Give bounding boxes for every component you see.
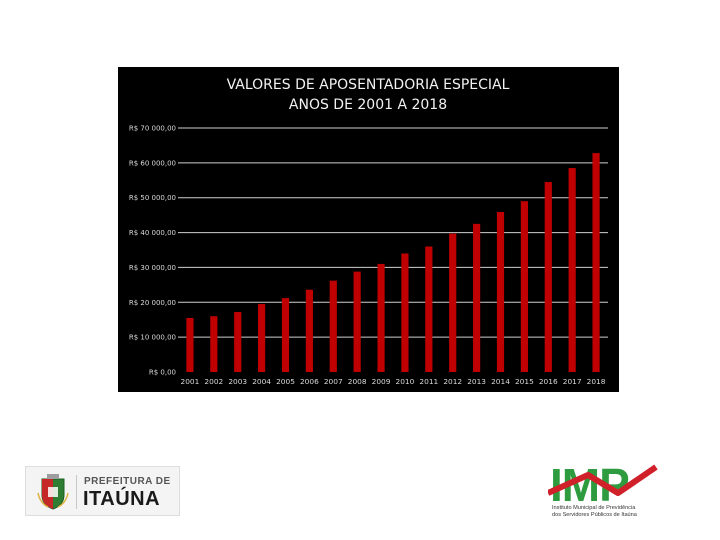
- x-tick-label: 2011: [419, 377, 438, 386]
- y-tick-label: R$ 70 000,00: [129, 125, 176, 133]
- bar-2001: [186, 317, 194, 372]
- bar-2013: [473, 223, 481, 372]
- y-tick-label: R$ 10 000,00: [129, 334, 176, 342]
- logo-divider: [76, 475, 77, 509]
- x-tick-label: 2018: [587, 377, 606, 386]
- itauna-label: ITAÚNA: [83, 488, 161, 510]
- bar-2009: [377, 263, 385, 372]
- x-tick-label: 2005: [276, 377, 295, 386]
- y-tick-label: R$ 60 000,00: [129, 159, 176, 167]
- x-tick-label: 2002: [204, 377, 223, 386]
- y-tick-label: R$ 20 000,00: [129, 299, 176, 307]
- x-tick-label: 2017: [563, 377, 582, 386]
- imp-logo: IMP Instituto Municipal de Previdência d…: [548, 463, 658, 521]
- x-tick-label: 2003: [228, 377, 247, 386]
- bar-2004: [258, 304, 266, 372]
- bar-2015: [520, 201, 528, 372]
- x-tick-label: 2015: [515, 377, 534, 386]
- y-tick-label: R$ 0,00: [149, 369, 176, 377]
- x-tick-label: 2013: [467, 377, 486, 386]
- y-tick-label: R$ 50 000,00: [129, 194, 176, 202]
- bar-chart: VALORES DE APOSENTADORIA ESPECIAL ANOS D…: [129, 77, 608, 386]
- x-tick-label: 2004: [252, 377, 271, 386]
- x-tick-label: 2014: [491, 377, 510, 386]
- imp-tagline-1: Instituto Municipal de Previdência: [552, 505, 636, 511]
- prefeitura-itauna-logo: PREFEITURA DE ITAÚNA: [25, 466, 180, 516]
- bar-2017: [568, 168, 576, 372]
- city-crest-icon: [37, 474, 69, 510]
- y-tick-label: R$ 40 000,00: [129, 229, 176, 237]
- bar-2007: [329, 280, 337, 372]
- chart-panel: VALORES DE APOSENTADORIA ESPECIAL ANOS D…: [118, 67, 619, 392]
- bar-2003: [234, 312, 242, 372]
- bar-2002: [210, 316, 218, 372]
- bar-2018: [592, 153, 600, 372]
- x-tick-label: 2010: [396, 377, 415, 386]
- bar-2014: [496, 212, 505, 372]
- x-tick-label: 2006: [300, 377, 319, 386]
- x-tick-label: 2012: [443, 377, 462, 386]
- bar-2016: [544, 182, 552, 372]
- imp-wordmark-icon: IMP: [548, 463, 658, 505]
- bar-2005: [281, 298, 290, 372]
- x-tick-label: 2009: [372, 377, 391, 386]
- x-tick-label: 2016: [539, 377, 558, 386]
- prefeitura-label: PREFEITURA DE: [84, 476, 171, 487]
- bar-2011: [425, 246, 433, 372]
- x-tick-label: 2007: [324, 377, 343, 386]
- bar-2012: [449, 233, 457, 372]
- bar-2010: [401, 253, 409, 372]
- bar-2006: [305, 289, 313, 372]
- y-tick-label: R$ 30 000,00: [129, 264, 176, 272]
- bar-2008: [353, 271, 361, 372]
- x-tick-label: 2001: [181, 377, 200, 386]
- imp-tagline-2: dos Servidores Públicos de Itaúna: [552, 512, 637, 518]
- chart-title-line-2: ANOS DE 2001 A 2018: [289, 97, 447, 113]
- x-tick-label: 2008: [348, 377, 367, 386]
- chart-title-line-1: VALORES DE APOSENTADORIA ESPECIAL: [227, 77, 510, 93]
